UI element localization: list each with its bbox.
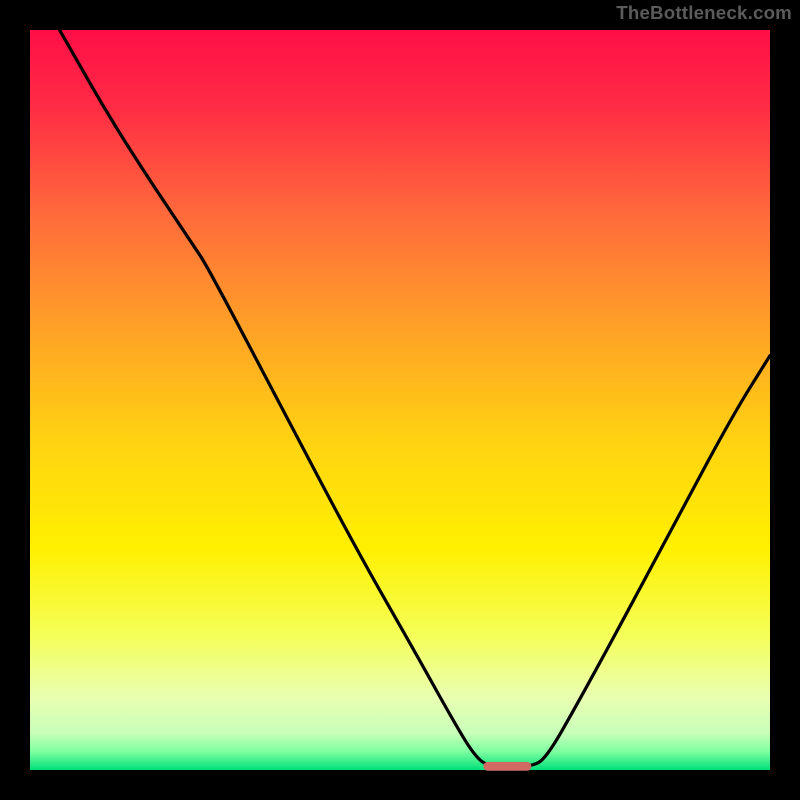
chart-wrap: TheBottleneck.com <box>0 0 800 800</box>
bottleneck-chart <box>0 0 800 800</box>
valley-marker <box>483 762 531 771</box>
watermark-text: TheBottleneck.com <box>616 2 792 24</box>
chart-gradient-bg <box>30 30 770 770</box>
